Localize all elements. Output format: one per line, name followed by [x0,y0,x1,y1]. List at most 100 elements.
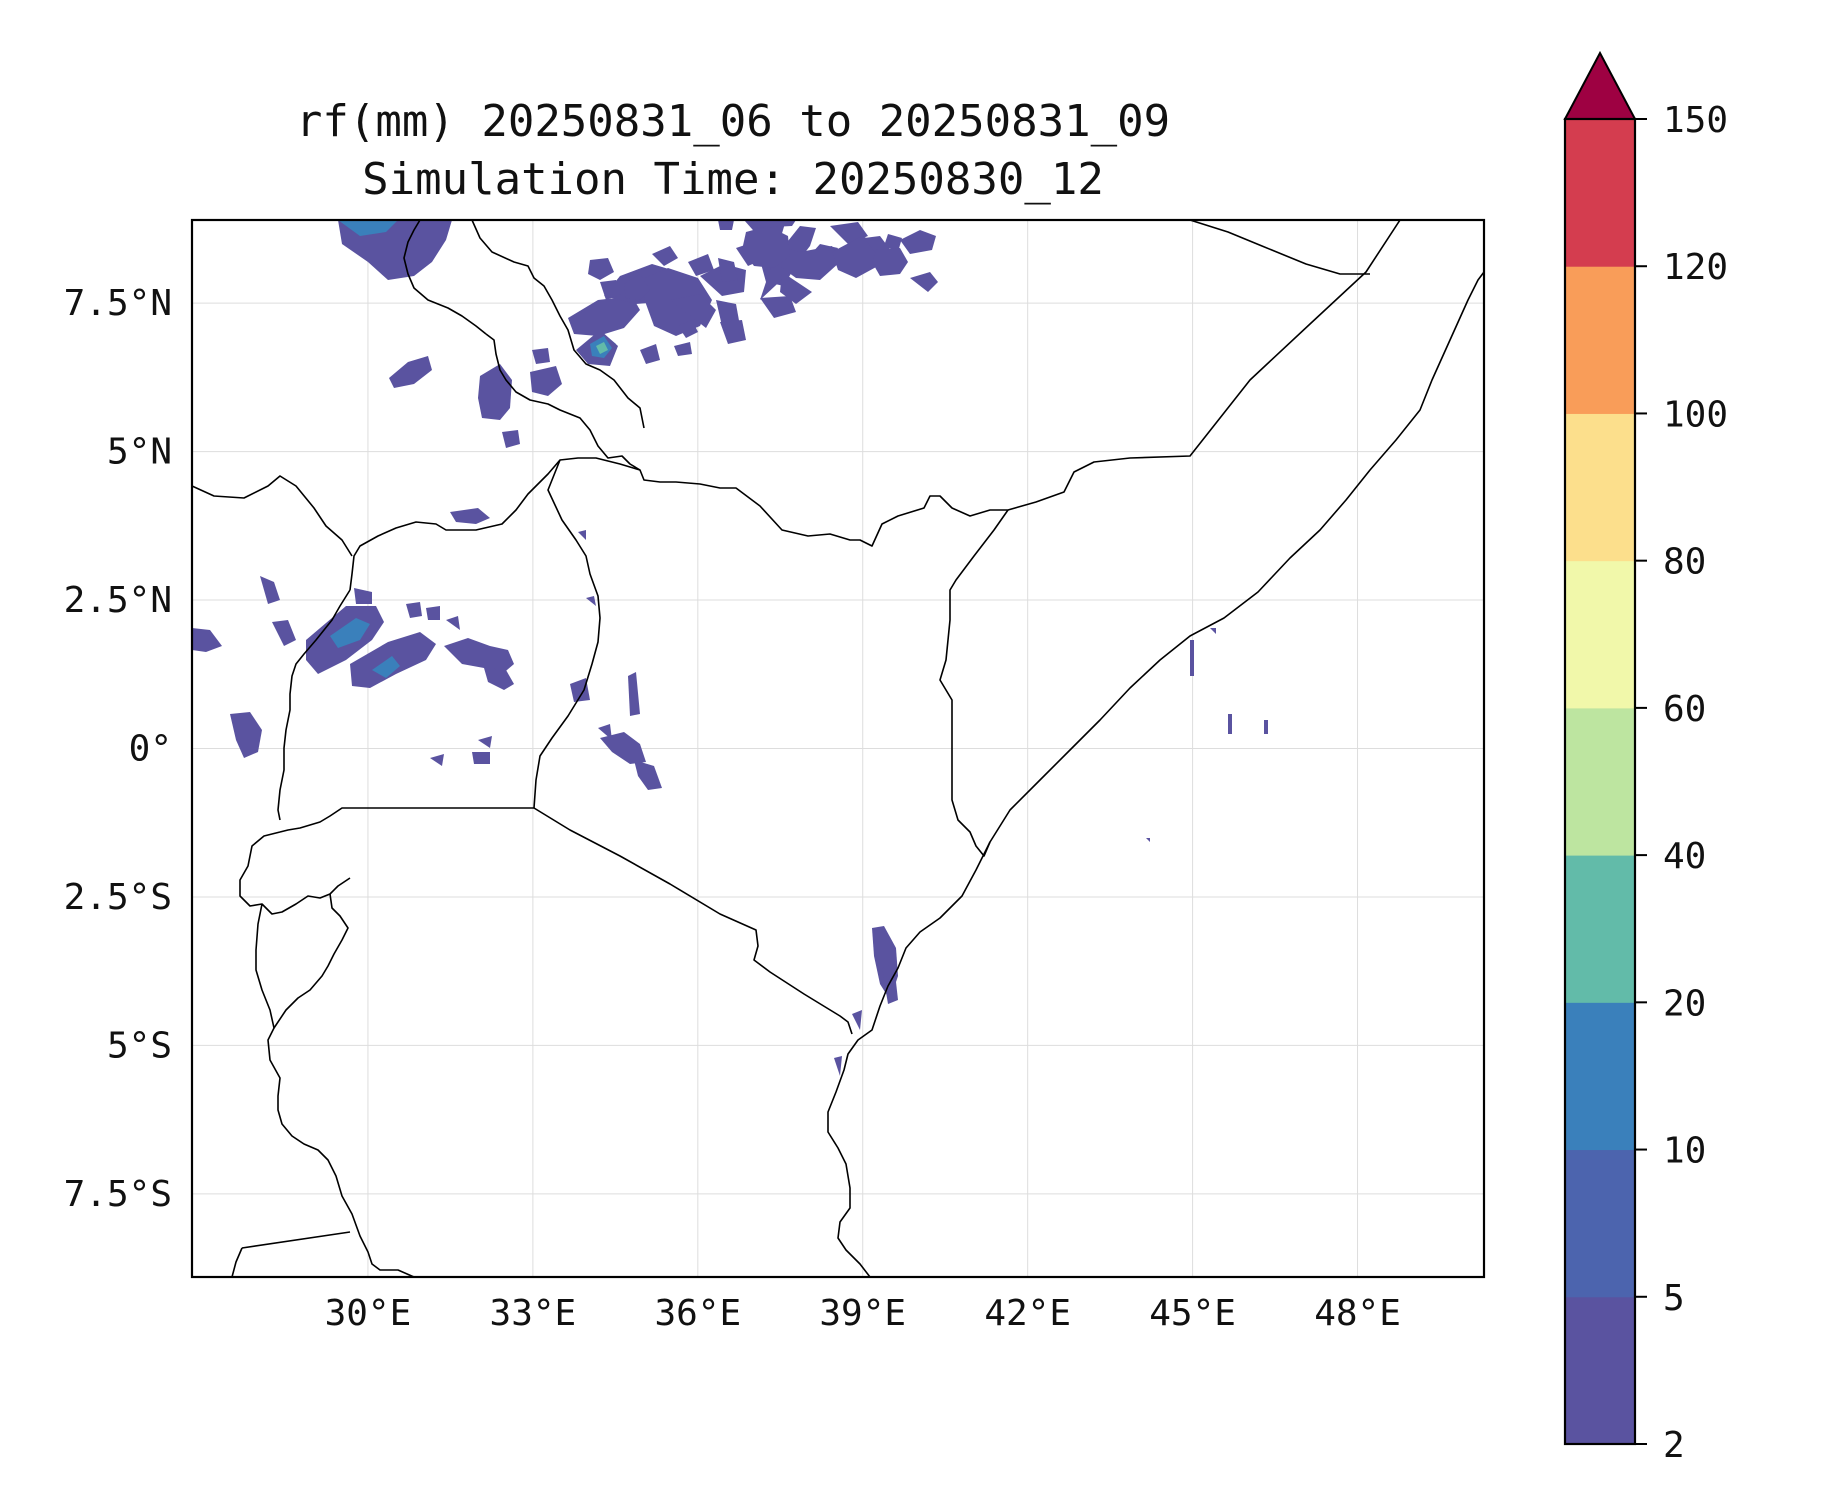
rain-cell [588,258,614,280]
y-tick-label: 7.5°S [64,1174,172,1215]
colorbar-label: 20 [1663,983,1706,1024]
rain-cell [530,366,562,396]
rain-cell [570,678,590,702]
rain-cell [406,602,422,618]
border-kenya-ethiopia [349,457,641,591]
x-tick-label: 45°E [1149,1293,1236,1334]
rain-cell [532,348,550,364]
rain-cell [718,220,734,230]
rain-cell [450,508,490,524]
rain-cell [720,320,746,344]
colorbar-extend-triangle [1563,50,1637,120]
rain-cell [760,296,796,318]
colorbar-band [1565,119,1635,267]
rain-cell [596,342,608,354]
rain-cell [372,656,400,678]
rain-cell [674,342,692,356]
y-tick-label: 0° [129,729,172,770]
rain-cell [910,272,938,292]
rain-cell [446,616,460,630]
rain-cell [678,320,698,338]
border-kenya-somalia [939,509,1009,857]
border-tanzania-zambia [241,1231,351,1249]
rain-cell [484,668,514,690]
rain-cell [624,274,650,300]
x-tick-label: 39°E [819,1293,906,1334]
rain-cell [628,672,640,716]
rain-cell [1210,628,1216,634]
colorbar-band [1565,560,1635,709]
rain-cell [718,258,738,282]
rain-cell [502,430,520,448]
rain-cell [272,620,296,646]
rain-cell [330,618,370,648]
border-tanzania-drc [267,1027,415,1277]
rain-cell [852,1010,862,1030]
rain-cell [670,294,716,328]
rain-cell [230,712,262,758]
y-tick-label: 5°N [107,432,172,473]
border-ethiopia-somalia [485,220,1401,547]
title-line-1: rf(mm) 20250831_06 to 20250831_09 [296,96,1170,147]
rain-cell [472,752,490,764]
x-axis-ticks: 30°E 33°E 36°E 39°E 42°E 45°E 48°E [325,1293,1401,1334]
border-uganda-drc [277,589,351,821]
rain-cell [600,280,622,300]
colorbar-band [1565,1149,1635,1298]
colorbar-labels: 2 5 10 20 40 60 80 100 120 150 [1635,100,1728,1466]
border-rwanda [239,831,351,915]
colorbar-band [1565,1296,1635,1445]
rain-cell [900,230,936,254]
colorbar-label: 100 [1663,394,1728,435]
x-tick-label: 30°E [325,1293,412,1334]
colorbar-frame [1563,117,1637,1446]
rain-cell [742,226,790,268]
colorbar-label: 60 [1663,689,1706,730]
border-ethiopia-somaliland [1189,220,1370,275]
rain-cell [568,296,640,336]
rain-cell [832,236,880,278]
rain-cell [260,576,280,604]
rain-cell [478,736,492,748]
rain-cell [652,246,678,266]
rain-cell [354,588,372,604]
border-sss [471,220,645,429]
rain-cell [1190,640,1194,676]
rain-cell [1228,714,1232,734]
border-sudan-ethiopia [403,220,487,335]
y-tick-label: 2.5°S [64,877,172,918]
y-tick-label: 2.5°N [64,580,172,621]
x-tick-label: 48°E [1314,1293,1401,1334]
border-burundi [255,893,349,1029]
x-tick-label: 33°E [490,1293,577,1334]
border-uganda-south-sudan [192,475,353,557]
y-axis-ticks: 7.5°N 5°N 2.5°N 0° 2.5°S 5°S 7.5°S [64,283,172,1215]
rain-cell [1264,720,1268,734]
rain-cell [426,606,440,620]
rain-cell [430,754,444,766]
x-tick-label: 36°E [654,1293,741,1334]
rain-cell [884,234,902,252]
border-kenya-uganda [533,459,601,809]
colorbar-label: 150 [1663,100,1728,141]
rain-cell [444,638,514,676]
rain-cell [600,732,646,764]
rain-cell [578,530,586,540]
colorbar-band [1565,413,1635,562]
colorbar: 2 5 10 20 40 60 80 100 120 150 [1563,50,1728,1466]
colorbar-label: 2 [1663,1425,1685,1466]
rain-cell [586,596,596,606]
rain-cell [389,356,432,388]
colorbar-band [1565,266,1635,414]
coastline-horn [827,271,1484,1277]
colorbar-label: 10 [1663,1131,1706,1172]
title-line-2: Simulation Time: 20250830_12 [362,154,1104,205]
border-uganda-tanzania [279,807,534,833]
y-tick-label: 7.5°N [64,283,172,324]
rain-cell [192,628,222,652]
rain-cell [688,254,714,276]
colorbar-label: 80 [1663,542,1706,583]
rain-cell [748,220,796,228]
rain-cell [640,344,660,364]
